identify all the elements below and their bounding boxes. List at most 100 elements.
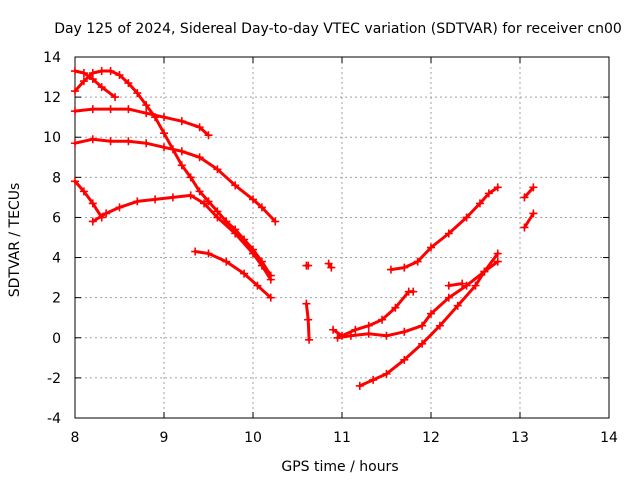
data-point xyxy=(88,199,97,208)
x-tick-label: 8 xyxy=(71,430,80,446)
data-point xyxy=(409,287,418,296)
y-tick-label: 12 xyxy=(43,90,61,106)
data-point xyxy=(400,263,409,272)
data-point xyxy=(480,267,489,276)
data-point xyxy=(271,217,280,226)
data-point xyxy=(177,147,186,156)
series-arc-j xyxy=(302,299,314,344)
y-tick-labels: -4 -2 0 2 4 6 8 10 12 14 xyxy=(43,50,61,427)
data-point xyxy=(382,369,391,378)
data-point xyxy=(71,177,79,186)
axis-ticks xyxy=(74,56,610,419)
series-arc-f xyxy=(88,191,275,284)
data-point xyxy=(249,249,257,258)
data-point xyxy=(305,335,314,344)
data-point xyxy=(88,105,97,114)
chart-title: Day 125 of 2024, Sidereal Day-to-day VTE… xyxy=(54,21,622,37)
data-point xyxy=(240,269,249,278)
data-point xyxy=(413,257,422,266)
data-point xyxy=(71,67,79,76)
data-point xyxy=(186,191,195,200)
series-trace xyxy=(73,107,210,137)
data-point xyxy=(427,243,435,252)
data-point xyxy=(177,161,186,170)
data-point xyxy=(79,187,88,196)
data-point xyxy=(88,217,97,226)
data-point xyxy=(124,105,133,114)
data-point xyxy=(97,67,106,76)
data-point xyxy=(88,75,97,84)
data-point xyxy=(124,137,133,146)
series-arc-q xyxy=(520,209,538,232)
y-tick-label: 0 xyxy=(52,331,61,347)
data-point xyxy=(213,213,222,222)
x-tick-label: 10 xyxy=(244,430,262,446)
data-point xyxy=(493,183,502,192)
data-point xyxy=(391,303,400,312)
data-point xyxy=(378,315,387,324)
series-arc-o xyxy=(444,279,467,290)
y-tick-label: 2 xyxy=(52,291,61,307)
data-point xyxy=(462,281,471,290)
data-point xyxy=(195,187,204,196)
data-point xyxy=(160,113,168,122)
data-point xyxy=(400,327,409,336)
data-point xyxy=(382,331,391,340)
data-point xyxy=(222,257,231,266)
data-point xyxy=(142,109,151,118)
series-arc-p xyxy=(520,183,538,202)
series-arc-n xyxy=(355,249,502,390)
data-point xyxy=(520,223,529,232)
data-point xyxy=(302,299,311,308)
data-point xyxy=(346,331,355,340)
data-point xyxy=(324,259,333,268)
data-point xyxy=(444,293,453,302)
y-axis-label: SDTVAR / TECUs xyxy=(7,183,23,298)
data-point xyxy=(471,281,480,290)
x-tick-label: 9 xyxy=(160,430,169,446)
data-point xyxy=(177,117,186,126)
data-point xyxy=(444,229,453,238)
series-trace xyxy=(523,185,535,199)
data-point xyxy=(160,129,168,138)
data-point xyxy=(71,87,79,96)
y-tick-label: 14 xyxy=(43,50,61,66)
data-point xyxy=(475,199,484,208)
data-point xyxy=(493,249,502,258)
data-point xyxy=(106,67,115,76)
data-point xyxy=(418,339,427,348)
data-point xyxy=(231,181,240,190)
data-point xyxy=(204,131,213,140)
series-arc-k xyxy=(329,287,418,340)
data-point xyxy=(71,107,79,116)
x-axis-label: GPS time / hours xyxy=(281,459,398,475)
series-arc-g xyxy=(191,247,275,302)
series-arc-i xyxy=(324,259,336,272)
series-trace xyxy=(523,211,535,229)
data-point xyxy=(462,213,471,222)
data-point xyxy=(151,195,160,204)
x-tick-label: 13 xyxy=(511,430,529,446)
data-point xyxy=(400,355,409,364)
data-point xyxy=(71,139,79,148)
y-tick-label: 4 xyxy=(52,251,61,267)
series-arc-d xyxy=(71,135,280,226)
data-point xyxy=(333,333,342,342)
x-tick-label: 11 xyxy=(333,430,351,446)
data-point xyxy=(160,143,168,152)
data-point xyxy=(195,123,204,132)
y-tick-label: 10 xyxy=(43,130,61,146)
data-point xyxy=(204,249,213,258)
data-point xyxy=(249,195,257,204)
data-point xyxy=(186,173,195,182)
data-point xyxy=(453,301,462,310)
data-point xyxy=(444,281,453,290)
data-point xyxy=(115,71,124,80)
data-point xyxy=(115,203,124,212)
series-arc-a xyxy=(71,67,275,280)
data-point xyxy=(79,77,88,86)
x-tick-label: 14 xyxy=(600,430,618,446)
data-point xyxy=(133,89,142,98)
data-point xyxy=(213,165,222,174)
